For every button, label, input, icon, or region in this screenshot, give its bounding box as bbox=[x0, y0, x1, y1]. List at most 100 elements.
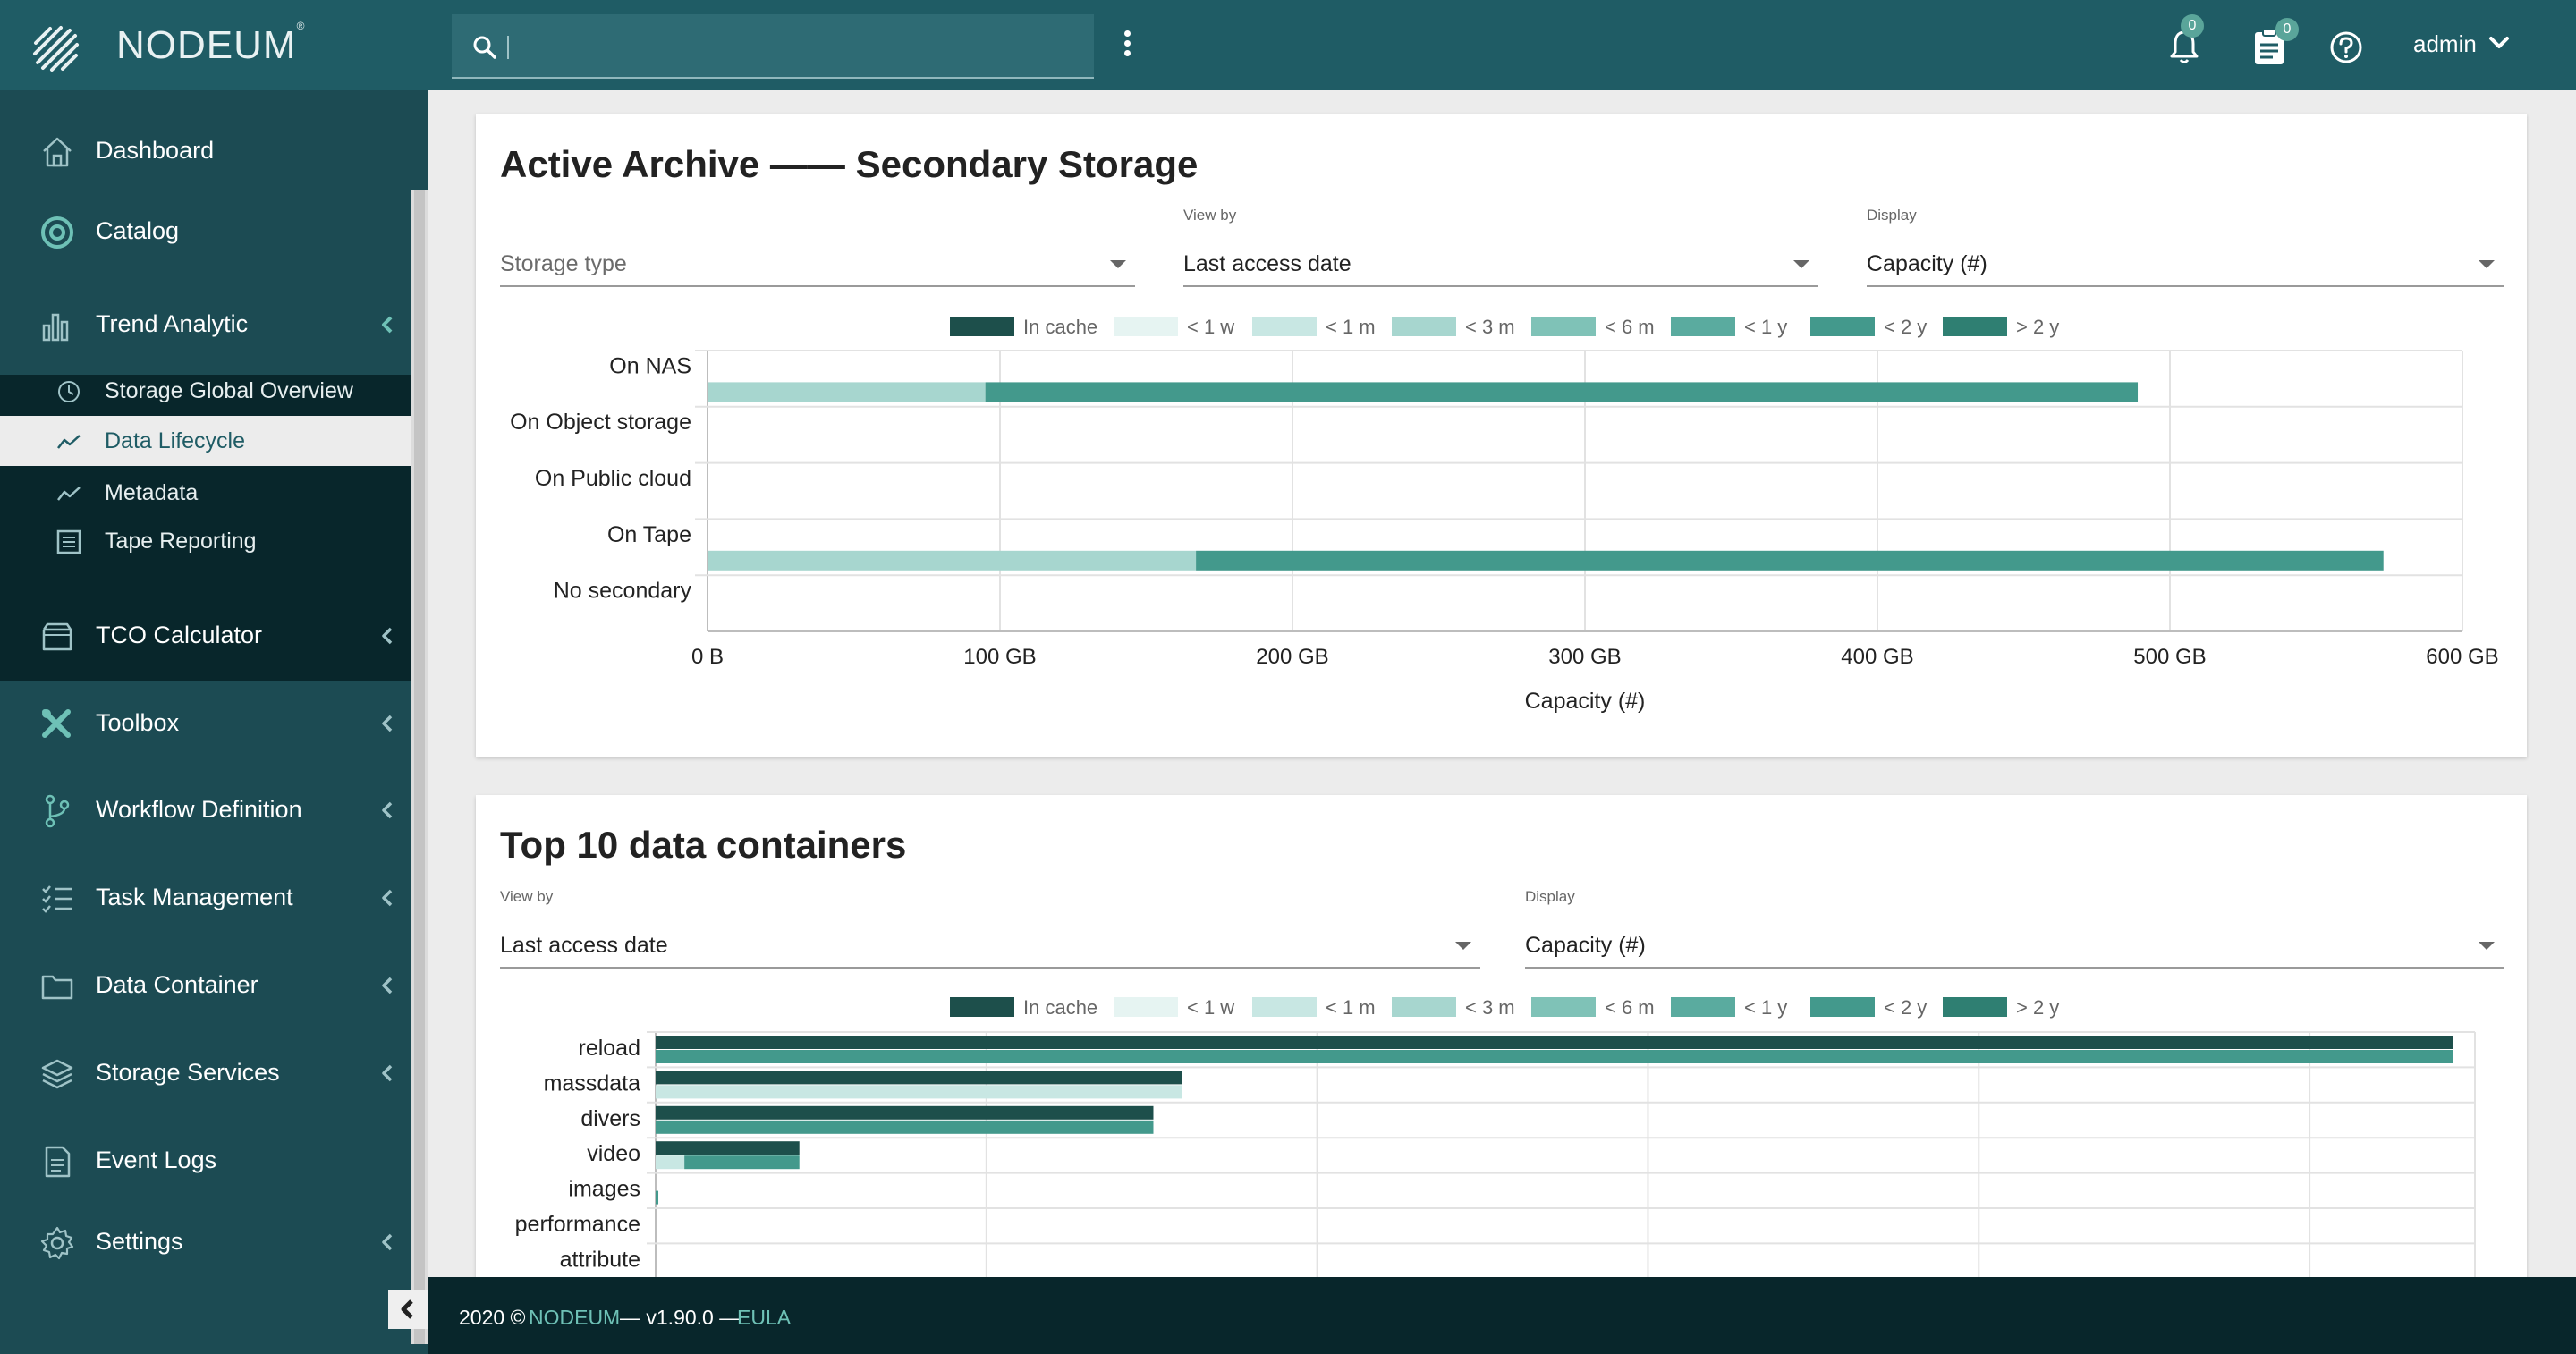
sidebar-subitem-label: Data Lifecycle bbox=[105, 428, 246, 453]
sidebar-item-label: Event Logs bbox=[96, 1147, 217, 1173]
x-tick-label: 100 GB bbox=[963, 645, 1036, 669]
sidebar-item-task-management[interactable]: Task Management bbox=[0, 866, 411, 928]
sidebar-item-settings[interactable]: Settings bbox=[0, 1210, 411, 1273]
user-menu-label[interactable]: admin bbox=[2413, 30, 2477, 57]
tasks-badge: 0 bbox=[2275, 18, 2299, 41]
sidebar-item-storage-services[interactable]: Storage Services bbox=[0, 1041, 411, 1104]
sidebar-item-label: Toolbox bbox=[96, 709, 180, 736]
search-icon bbox=[473, 36, 496, 59]
select-caption: View by bbox=[1183, 207, 1237, 224]
bar bbox=[656, 1071, 1182, 1085]
top-bar: NODEUM® 0 0 admin bbox=[0, 0, 2576, 90]
x-tick-label: 300 GB bbox=[1548, 645, 1621, 669]
tools-icon bbox=[42, 709, 71, 738]
card-active-archive: Active Archive —— Secondary Storage Stor… bbox=[476, 114, 2527, 757]
home-icon bbox=[43, 137, 72, 167]
sidebar-item-label: Data Container bbox=[96, 971, 258, 998]
folder-icon bbox=[41, 975, 73, 1000]
storage-type-select[interactable]: Storage type bbox=[500, 219, 1135, 287]
dropdown-arrow-icon bbox=[1455, 942, 1471, 950]
select-caption: Display bbox=[1867, 207, 1917, 224]
chevron-left-icon bbox=[401, 1299, 413, 1319]
bar bbox=[684, 1155, 800, 1170]
help-icon[interactable] bbox=[2329, 30, 2363, 64]
collapse-sidebar-button[interactable] bbox=[388, 1290, 428, 1329]
bar bbox=[1196, 550, 2384, 571]
sidebar-item-data-container[interactable]: Data Container bbox=[0, 953, 411, 1016]
display-select[interactable]: Display Capacity (#) bbox=[1525, 888, 2504, 969]
sidebar-item-label: Trend Analytic bbox=[96, 310, 249, 337]
x-tick-label: 200 GB bbox=[1256, 645, 1328, 669]
bar bbox=[656, 1050, 2453, 1063]
select-value: Capacity (#) bbox=[1867, 251, 1987, 276]
footer-version: — v1.90.0 — bbox=[620, 1306, 741, 1329]
sidebar-item-event-logs[interactable]: Event Logs bbox=[0, 1129, 411, 1191]
sidebar-item-dashboard[interactable]: Dashboard bbox=[0, 119, 411, 182]
layers-icon bbox=[41, 1059, 73, 1089]
category-label: attribute bbox=[560, 1247, 640, 1272]
sidebar-subitem-storage-global-overview[interactable]: Storage Global Overview bbox=[0, 366, 411, 416]
view-by-select[interactable]: View by Last access date bbox=[500, 888, 1480, 969]
bar bbox=[656, 1105, 1154, 1120]
sidebar-item-toolbox[interactable]: Toolbox bbox=[0, 691, 411, 754]
sidebar-item-tco-calculator[interactable]: TCO Calculator bbox=[0, 604, 411, 666]
card-title: Top 10 data containers bbox=[500, 824, 907, 866]
footer-eula-link[interactable]: EULA bbox=[737, 1306, 792, 1329]
branch-icon bbox=[45, 794, 70, 828]
gear-icon bbox=[40, 1226, 74, 1260]
checklist-icon bbox=[42, 885, 72, 913]
x-tick-label: 600 GB bbox=[2426, 645, 2498, 669]
sidebar-subitem-data-lifecycle[interactable]: Data Lifecycle bbox=[0, 416, 411, 466]
trend-icon bbox=[57, 435, 80, 449]
display-select[interactable]: Display Capacity (#) bbox=[1867, 207, 2504, 287]
bar bbox=[708, 550, 1197, 571]
sidebar-item-label: Task Management bbox=[96, 884, 293, 910]
sidebar-item-workflow-definition[interactable]: Workflow Definition bbox=[0, 778, 411, 841]
sidebar-item-label: Catalog bbox=[96, 217, 180, 244]
clipboard-icon[interactable] bbox=[2252, 27, 2286, 66]
sidebar-subitem-label: Metadata bbox=[105, 480, 199, 505]
bar-chart-icon bbox=[42, 313, 69, 342]
more-menu-icon[interactable] bbox=[1118, 30, 1136, 63]
bar bbox=[656, 1036, 2453, 1049]
sidebar-subitem-tape-reporting[interactable]: Tape Reporting bbox=[0, 516, 411, 566]
footer-brand-link[interactable]: NODEUM bbox=[529, 1306, 621, 1329]
secondary-storage-chart: 0 B 100 GB 200 GB 300 GB 400 GB 500 GB 600 GB O… bbox=[510, 350, 2499, 714]
bar bbox=[656, 1120, 1154, 1134]
chart-legend: In cache < 1 w < 1 m < 3 m < 6 m < 1 y <… bbox=[950, 313, 2113, 340]
search-input[interactable] bbox=[452, 14, 1094, 79]
sidebar-item-label: Dashboard bbox=[96, 137, 215, 164]
chevron-left-icon bbox=[382, 977, 393, 994]
sidebar-item-catalog[interactable]: Catalog bbox=[0, 199, 411, 262]
card-top-containers: Top 10 data containers View by Last acce… bbox=[476, 795, 2527, 1296]
document-icon bbox=[45, 1146, 71, 1178]
select-caption: Display bbox=[1525, 888, 1575, 905]
select-placeholder: Storage type bbox=[500, 251, 627, 276]
app-logo-text[interactable]: NODEUM® bbox=[116, 20, 306, 67]
report-icon bbox=[56, 529, 81, 554]
bar bbox=[708, 382, 986, 402]
category-label: No secondary bbox=[554, 579, 692, 604]
sidebar-item-trend-analytic[interactable]: Trend Analytic bbox=[0, 292, 411, 355]
top-containers-chart: reload massdata divers video images performan… bbox=[515, 1031, 2476, 1296]
chart-legend: In cache < 1 w < 1 m < 3 m < 6 m < 1 y <… bbox=[950, 994, 2113, 1020]
chevron-down-icon[interactable] bbox=[2488, 36, 2510, 50]
bar bbox=[656, 1085, 1182, 1099]
category-label: massdata bbox=[544, 1071, 640, 1096]
category-label: On Tape bbox=[607, 522, 691, 547]
view-by-select[interactable]: View by Last access date bbox=[1183, 207, 1818, 287]
bar bbox=[656, 1190, 659, 1205]
chevron-left-icon bbox=[382, 889, 393, 907]
sidebar-scrollbar[interactable] bbox=[411, 190, 428, 1344]
sidebar-item-label: Storage Services bbox=[96, 1059, 280, 1086]
dropdown-arrow-icon bbox=[2479, 942, 2495, 950]
select-value: Last access date bbox=[500, 933, 668, 958]
notifications-badge: 0 bbox=[2181, 14, 2204, 38]
wallet-icon bbox=[42, 622, 72, 651]
category-label: divers bbox=[580, 1106, 640, 1131]
chevron-left-icon bbox=[382, 627, 393, 645]
bar bbox=[985, 382, 2139, 402]
x-axis-title: Capacity (#) bbox=[1525, 689, 1646, 714]
sidebar-subitem-metadata[interactable]: Metadata bbox=[0, 468, 411, 518]
clock-icon bbox=[58, 381, 80, 402]
